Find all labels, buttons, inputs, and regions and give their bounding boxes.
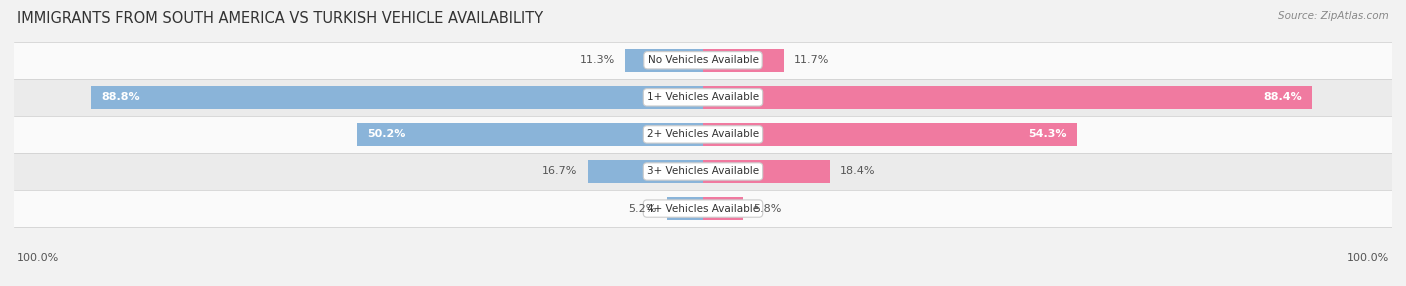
Bar [14, 190, 1392, 227]
Text: 3+ Vehicles Available: 3+ Vehicles Available [647, 166, 759, 176]
Text: 100.0%: 100.0% [1347, 253, 1389, 263]
Text: 5.2%: 5.2% [628, 204, 657, 214]
Text: 5.8%: 5.8% [754, 204, 782, 214]
Text: Source: ZipAtlas.com: Source: ZipAtlas.com [1278, 11, 1389, 21]
Bar [703, 123, 1077, 146]
Text: 11.7%: 11.7% [794, 55, 830, 65]
Text: No Vehicles Available: No Vehicles Available [648, 55, 758, 65]
Text: 88.4%: 88.4% [1263, 92, 1302, 102]
Bar [14, 153, 1392, 190]
Text: 88.8%: 88.8% [101, 92, 141, 102]
Bar [357, 123, 703, 146]
Bar [703, 160, 830, 183]
Bar [668, 197, 703, 220]
Text: 16.7%: 16.7% [543, 166, 578, 176]
Bar [703, 197, 742, 220]
Bar [14, 42, 1392, 79]
Bar [14, 116, 1392, 153]
Bar [91, 86, 703, 109]
Text: 1+ Vehicles Available: 1+ Vehicles Available [647, 92, 759, 102]
Text: 2+ Vehicles Available: 2+ Vehicles Available [647, 130, 759, 139]
Bar [14, 79, 1392, 116]
Text: 18.4%: 18.4% [841, 166, 876, 176]
Bar [703, 86, 1312, 109]
Text: 100.0%: 100.0% [17, 253, 59, 263]
Text: IMMIGRANTS FROM SOUTH AMERICA VS TURKISH VEHICLE AVAILABILITY: IMMIGRANTS FROM SOUTH AMERICA VS TURKISH… [17, 11, 543, 26]
Text: 50.2%: 50.2% [367, 130, 406, 139]
Bar [626, 49, 703, 72]
Text: 4+ Vehicles Available: 4+ Vehicles Available [647, 204, 759, 214]
Text: 54.3%: 54.3% [1028, 130, 1067, 139]
Bar [703, 49, 783, 72]
Text: 11.3%: 11.3% [579, 55, 614, 65]
Bar [588, 160, 703, 183]
